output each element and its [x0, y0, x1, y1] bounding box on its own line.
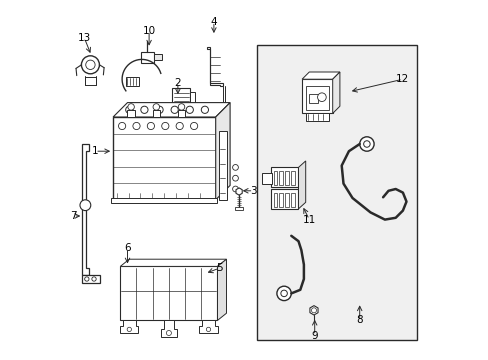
- Circle shape: [190, 122, 197, 130]
- Circle shape: [166, 330, 171, 336]
- Bar: [285, 193, 288, 207]
- Bar: [178, 110, 185, 117]
- Text: 11: 11: [302, 215, 315, 225]
- Polygon shape: [161, 320, 177, 337]
- Circle shape: [133, 122, 140, 130]
- Text: 13: 13: [78, 33, 91, 43]
- Circle shape: [280, 290, 287, 297]
- Bar: [120, 266, 217, 320]
- Bar: [153, 54, 162, 60]
- Polygon shape: [217, 259, 226, 320]
- Circle shape: [359, 137, 373, 151]
- Polygon shape: [81, 144, 89, 275]
- Circle shape: [153, 104, 159, 110]
- Polygon shape: [123, 266, 131, 275]
- Bar: [127, 110, 134, 117]
- Text: 5: 5: [216, 263, 222, 273]
- Bar: [262, 173, 271, 184]
- Circle shape: [127, 104, 134, 110]
- Circle shape: [118, 122, 125, 130]
- Text: 7: 7: [70, 211, 77, 221]
- Text: 1: 1: [92, 146, 98, 156]
- Text: 8: 8: [356, 315, 362, 325]
- Polygon shape: [309, 306, 317, 315]
- Bar: [125, 77, 139, 86]
- Polygon shape: [302, 72, 339, 79]
- Circle shape: [317, 93, 325, 102]
- Bar: [279, 193, 283, 207]
- Circle shape: [176, 122, 183, 130]
- Text: 6: 6: [124, 243, 131, 253]
- Circle shape: [178, 104, 184, 110]
- Circle shape: [92, 277, 96, 281]
- Text: 2: 2: [174, 78, 181, 88]
- Bar: [290, 171, 294, 185]
- Polygon shape: [332, 72, 339, 113]
- Text: 9: 9: [311, 330, 317, 341]
- Bar: [141, 52, 153, 63]
- Circle shape: [232, 175, 238, 181]
- Bar: [271, 189, 298, 209]
- Polygon shape: [199, 320, 217, 333]
- Circle shape: [201, 106, 208, 113]
- Circle shape: [84, 277, 89, 281]
- Circle shape: [232, 186, 238, 192]
- Circle shape: [186, 106, 193, 113]
- Circle shape: [162, 122, 168, 130]
- Bar: [302, 79, 332, 113]
- Bar: [152, 110, 160, 117]
- Circle shape: [80, 200, 91, 211]
- Bar: [85, 77, 96, 85]
- Circle shape: [232, 165, 238, 170]
- Polygon shape: [120, 320, 138, 333]
- Polygon shape: [215, 103, 230, 200]
- Text: 10: 10: [142, 26, 155, 36]
- Bar: [257, 45, 416, 340]
- Circle shape: [85, 60, 95, 69]
- Bar: [290, 193, 294, 207]
- Circle shape: [171, 106, 178, 113]
- Bar: [271, 167, 298, 187]
- Bar: [279, 171, 283, 185]
- Circle shape: [125, 106, 133, 113]
- Bar: [285, 171, 288, 185]
- Circle shape: [206, 327, 210, 332]
- Bar: [111, 198, 217, 203]
- Polygon shape: [113, 103, 230, 117]
- Text: 4: 4: [210, 17, 217, 27]
- Circle shape: [141, 106, 148, 113]
- Bar: [305, 86, 328, 110]
- Polygon shape: [236, 188, 242, 195]
- Bar: [305, 113, 328, 121]
- Circle shape: [81, 56, 99, 74]
- Circle shape: [363, 141, 369, 147]
- Polygon shape: [81, 275, 101, 283]
- Polygon shape: [120, 259, 226, 266]
- Bar: [113, 117, 215, 200]
- Bar: [309, 94, 318, 103]
- Circle shape: [147, 122, 154, 130]
- Polygon shape: [206, 47, 223, 86]
- Circle shape: [156, 106, 163, 113]
- Polygon shape: [298, 161, 305, 209]
- Text: 12: 12: [395, 74, 408, 84]
- Bar: [190, 92, 194, 104]
- Bar: [219, 131, 226, 200]
- Bar: [273, 193, 277, 207]
- Bar: [273, 171, 277, 185]
- Circle shape: [127, 327, 131, 332]
- Text: 3: 3: [250, 186, 256, 196]
- Circle shape: [311, 308, 316, 313]
- Circle shape: [276, 286, 291, 301]
- Bar: [172, 88, 190, 108]
- Bar: [235, 207, 242, 210]
